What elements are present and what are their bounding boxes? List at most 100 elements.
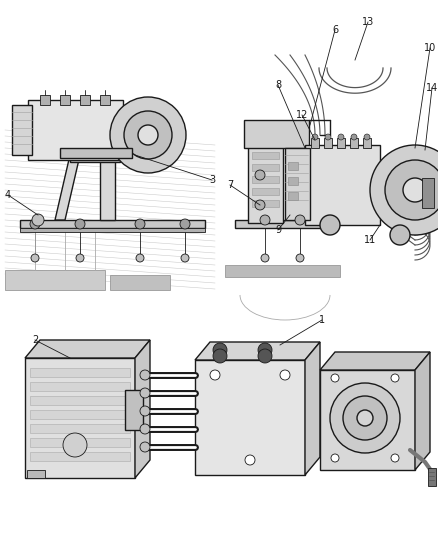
- Circle shape: [140, 424, 150, 434]
- Bar: [30, 410, 130, 419]
- Bar: [80, 95, 90, 105]
- Circle shape: [258, 349, 272, 363]
- Text: 14: 14: [425, 83, 437, 93]
- Polygon shape: [304, 342, 319, 475]
- Bar: [251, 164, 279, 171]
- Bar: [30, 382, 130, 391]
- Circle shape: [342, 396, 386, 440]
- Circle shape: [324, 134, 330, 140]
- Circle shape: [294, 215, 304, 225]
- Polygon shape: [194, 342, 319, 360]
- Bar: [40, 95, 50, 105]
- Circle shape: [330, 454, 338, 462]
- Bar: [20, 220, 205, 228]
- Bar: [110, 275, 170, 290]
- Bar: [362, 138, 370, 148]
- Text: 12: 12: [295, 110, 307, 120]
- Bar: [319, 370, 414, 470]
- Circle shape: [180, 219, 190, 229]
- Bar: [427, 468, 435, 486]
- Bar: [251, 200, 279, 207]
- Bar: [251, 152, 279, 159]
- Bar: [30, 396, 130, 405]
- Bar: [225, 265, 339, 277]
- Bar: [287, 177, 297, 185]
- Circle shape: [389, 225, 409, 245]
- Bar: [304, 145, 379, 225]
- Bar: [100, 95, 110, 105]
- Circle shape: [330, 374, 338, 382]
- Circle shape: [140, 370, 150, 380]
- Text: 10: 10: [423, 43, 435, 53]
- Bar: [287, 192, 297, 200]
- Circle shape: [311, 134, 317, 140]
- Polygon shape: [135, 340, 150, 478]
- Circle shape: [140, 388, 150, 398]
- Circle shape: [261, 254, 268, 262]
- Circle shape: [30, 219, 40, 229]
- Circle shape: [329, 383, 399, 453]
- Circle shape: [254, 170, 265, 180]
- Circle shape: [76, 254, 84, 262]
- Circle shape: [337, 134, 343, 140]
- Circle shape: [75, 219, 85, 229]
- Circle shape: [279, 370, 290, 380]
- Bar: [60, 95, 70, 105]
- Text: 6: 6: [331, 25, 337, 35]
- Bar: [234, 220, 334, 228]
- Bar: [30, 424, 130, 433]
- Circle shape: [209, 370, 219, 380]
- Bar: [310, 138, 318, 148]
- Circle shape: [402, 178, 426, 202]
- Circle shape: [356, 410, 372, 426]
- Bar: [20, 228, 205, 232]
- Circle shape: [244, 455, 254, 465]
- Bar: [125, 390, 143, 430]
- Circle shape: [295, 254, 303, 262]
- Circle shape: [140, 442, 150, 452]
- Text: 13: 13: [361, 17, 373, 27]
- Bar: [27, 470, 45, 478]
- Circle shape: [384, 160, 438, 220]
- Text: 11: 11: [363, 235, 375, 245]
- Circle shape: [31, 254, 39, 262]
- Text: 1: 1: [318, 315, 324, 325]
- Bar: [421, 178, 433, 208]
- Bar: [28, 100, 123, 160]
- Bar: [251, 176, 279, 183]
- Circle shape: [136, 254, 144, 262]
- Circle shape: [180, 254, 189, 262]
- Polygon shape: [414, 352, 429, 470]
- Circle shape: [350, 134, 356, 140]
- Text: 7: 7: [226, 180, 233, 190]
- Circle shape: [212, 349, 226, 363]
- Bar: [30, 452, 130, 461]
- Circle shape: [32, 214, 44, 226]
- Polygon shape: [25, 340, 150, 358]
- Bar: [323, 138, 331, 148]
- Circle shape: [212, 343, 226, 357]
- Bar: [70, 150, 120, 162]
- Circle shape: [363, 134, 369, 140]
- Circle shape: [258, 343, 272, 357]
- Circle shape: [110, 97, 186, 173]
- Bar: [287, 162, 297, 170]
- Text: 2: 2: [32, 335, 38, 345]
- Bar: [349, 138, 357, 148]
- Polygon shape: [55, 155, 80, 220]
- Bar: [336, 138, 344, 148]
- Text: 3: 3: [208, 175, 215, 185]
- Circle shape: [63, 433, 87, 457]
- Circle shape: [140, 406, 150, 416]
- Polygon shape: [319, 352, 429, 370]
- Bar: [60, 148, 132, 158]
- Circle shape: [390, 454, 398, 462]
- Circle shape: [369, 145, 438, 235]
- Bar: [244, 120, 308, 148]
- Circle shape: [138, 125, 158, 145]
- Circle shape: [254, 200, 265, 210]
- Bar: [30, 368, 130, 377]
- Bar: [5, 270, 105, 290]
- Circle shape: [390, 374, 398, 382]
- Bar: [247, 145, 283, 223]
